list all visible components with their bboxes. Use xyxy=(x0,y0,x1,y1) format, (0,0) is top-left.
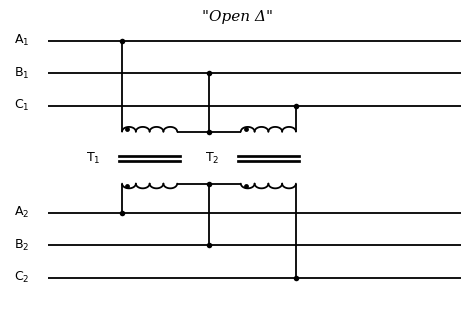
Text: B$_2$: B$_2$ xyxy=(14,238,29,253)
Text: C$_2$: C$_2$ xyxy=(14,270,30,285)
Text: "Open Δ": "Open Δ" xyxy=(202,10,273,24)
Text: A$_1$: A$_1$ xyxy=(14,33,29,48)
Text: A$_2$: A$_2$ xyxy=(14,205,29,220)
Text: B$_1$: B$_1$ xyxy=(14,66,29,81)
Text: C$_1$: C$_1$ xyxy=(14,98,30,113)
Text: T$_1$: T$_1$ xyxy=(86,151,101,166)
Text: T$_2$: T$_2$ xyxy=(205,151,219,166)
